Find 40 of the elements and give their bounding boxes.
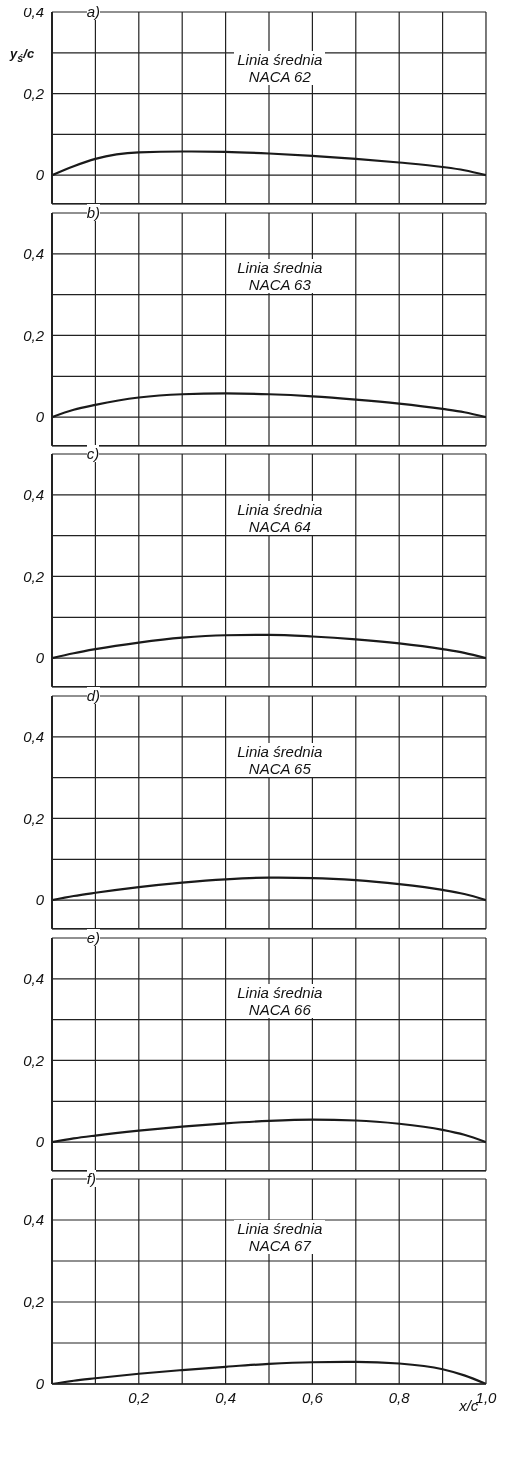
y-tick-label: 0 xyxy=(35,649,45,667)
x-tick-label: 0,8 xyxy=(388,1389,411,1407)
y-tick-label: 0,4 xyxy=(23,244,45,262)
y-tick-label: 0,2 xyxy=(23,809,45,827)
y-axis-title: y$_{ś}$/c xyxy=(10,44,35,66)
annotation: f) xyxy=(86,1170,96,1188)
y-tick-label: 0 xyxy=(35,1133,45,1151)
y-tick-label: 0,4 xyxy=(23,728,45,746)
annotation: Linia średnia xyxy=(237,50,323,68)
annotation: NACA 62 xyxy=(247,67,312,85)
annotation: c) xyxy=(86,445,100,463)
annotation: Linia średnia xyxy=(237,742,323,760)
y-tick-label: 0,2 xyxy=(23,326,45,344)
y-tick-label: 0 xyxy=(35,408,45,426)
annotation: NACA 64 xyxy=(247,518,312,536)
y-tick-label: 0,4 xyxy=(23,486,45,504)
y-tick-label: 0,4 xyxy=(23,1211,44,1229)
y-tick-label: 0,2 xyxy=(23,84,45,102)
y-tick-label: 0 xyxy=(35,1375,45,1393)
annotation: Linia średnia xyxy=(237,1220,323,1238)
annotation: NACA 67 xyxy=(247,1237,313,1255)
annotation: d) xyxy=(86,687,101,705)
y-tick-label: 0,2 xyxy=(23,1293,45,1311)
x-tick-label: 0,4 xyxy=(215,1389,237,1407)
annotation: Linia średnia xyxy=(237,501,323,519)
y-tick-label: 0 xyxy=(35,166,45,184)
y-tick-label: 0,2 xyxy=(23,1051,45,1069)
y-tick-label: 0,2 xyxy=(23,568,45,586)
x-tick-label: 0,2 xyxy=(128,1389,150,1407)
annotation: NACA 65 xyxy=(247,759,312,777)
annotation: Linia średnia xyxy=(237,259,323,277)
annotation: a) xyxy=(86,3,101,20)
annotation: e) xyxy=(86,928,101,946)
y-tick-label: 0,4 xyxy=(23,969,45,987)
annotation: b) xyxy=(86,203,101,221)
annotation: Linia średnia xyxy=(237,984,323,1002)
x-tick-label: 0,6 xyxy=(301,1389,324,1407)
annotation: NACA 66 xyxy=(247,1001,312,1019)
y-tick-label: 0 xyxy=(35,891,45,909)
annotation: NACA 63 xyxy=(247,276,312,294)
